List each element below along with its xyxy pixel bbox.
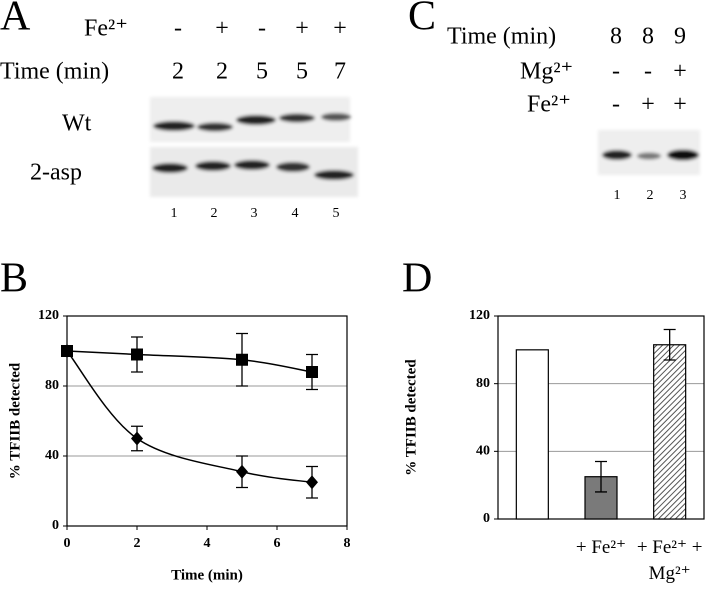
y-tick-label: 40 bbox=[45, 448, 59, 463]
row-label: Time (min) bbox=[0, 59, 109, 85]
marker bbox=[61, 344, 73, 358]
lane-number: 2 bbox=[211, 206, 218, 221]
row-value: + bbox=[215, 16, 229, 42]
panel-letter: B bbox=[0, 256, 28, 302]
y-axis-label: % TFIIB detected bbox=[403, 359, 419, 476]
blot-label: 2-asp bbox=[30, 160, 82, 186]
row-label: Mg²⁺ bbox=[520, 59, 573, 85]
x-tick-label: + Fe²⁺ bbox=[575, 537, 627, 558]
x-tick-label: 8 bbox=[344, 536, 351, 551]
bar bbox=[515, 349, 549, 520]
row-value: + bbox=[333, 16, 347, 42]
lane-number: 2 bbox=[647, 188, 654, 203]
blot-label: Wt bbox=[62, 111, 92, 137]
y-tick-label: 80 bbox=[476, 376, 490, 391]
marker bbox=[306, 475, 318, 490]
row-value: + bbox=[641, 92, 655, 118]
row-value: 7 bbox=[334, 59, 346, 85]
plot-frame bbox=[66, 315, 348, 527]
x-tick-label: 6 bbox=[274, 536, 281, 551]
panel-letter: C bbox=[408, 0, 436, 40]
marker bbox=[131, 431, 143, 446]
y-tick-label: 120 bbox=[469, 308, 490, 323]
row-label: Fe²⁺ bbox=[84, 16, 128, 42]
row-value: 5 bbox=[296, 59, 308, 85]
blot bbox=[598, 130, 700, 175]
row-value: - bbox=[174, 16, 182, 42]
marker bbox=[236, 464, 248, 479]
lane-number: 1 bbox=[614, 188, 621, 203]
lane-number: 4 bbox=[292, 206, 299, 221]
panel-letter: D bbox=[402, 256, 432, 302]
y-tick-label: 80 bbox=[45, 378, 59, 393]
row-value: 2 bbox=[172, 59, 184, 85]
lane-number: 1 bbox=[171, 206, 178, 221]
row-value: - bbox=[612, 92, 620, 118]
error-bar bbox=[663, 328, 676, 361]
row-value: 9 bbox=[674, 24, 686, 50]
x-axis-label: Time (min) bbox=[171, 567, 243, 583]
y-tick-label: 0 bbox=[483, 511, 490, 526]
row-value: 5 bbox=[256, 59, 268, 85]
series-line bbox=[66, 350, 313, 483]
row-label: Time (min) bbox=[447, 24, 556, 50]
y-axis-label: % TFIIB detected bbox=[7, 362, 23, 479]
row-value: - bbox=[258, 16, 266, 42]
row-value: 2 bbox=[216, 59, 228, 85]
marker bbox=[131, 348, 143, 361]
row-value: 8 bbox=[610, 24, 622, 50]
row-value: + bbox=[673, 59, 687, 85]
lane-number: 3 bbox=[680, 188, 687, 203]
y-tick-label: 0 bbox=[52, 518, 59, 533]
lane-number: 3 bbox=[251, 206, 258, 221]
x-tick-label: 4 bbox=[204, 536, 211, 551]
panel-letter: A bbox=[0, 0, 31, 40]
x-tick-label: 2 bbox=[134, 536, 141, 551]
row-value: + bbox=[295, 16, 309, 42]
error-bar bbox=[595, 460, 607, 493]
blot bbox=[150, 97, 358, 197]
row-label: Fe²⁺ bbox=[527, 92, 571, 118]
row-value: 8 bbox=[642, 24, 654, 50]
y-tick-label: 120 bbox=[38, 308, 59, 323]
marker bbox=[306, 366, 318, 378]
bar bbox=[653, 344, 687, 520]
marker bbox=[236, 353, 248, 366]
x-tick-label: 0 bbox=[64, 536, 71, 551]
row-value: - bbox=[644, 59, 652, 85]
y-tick-label: 40 bbox=[476, 444, 490, 459]
row-value: - bbox=[612, 59, 620, 85]
x-tick-label: + Fe²⁺ + Mg²⁺ bbox=[636, 537, 703, 584]
series-line bbox=[66, 350, 313, 373]
row-value: + bbox=[673, 92, 687, 118]
lane-number: 5 bbox=[333, 206, 340, 221]
